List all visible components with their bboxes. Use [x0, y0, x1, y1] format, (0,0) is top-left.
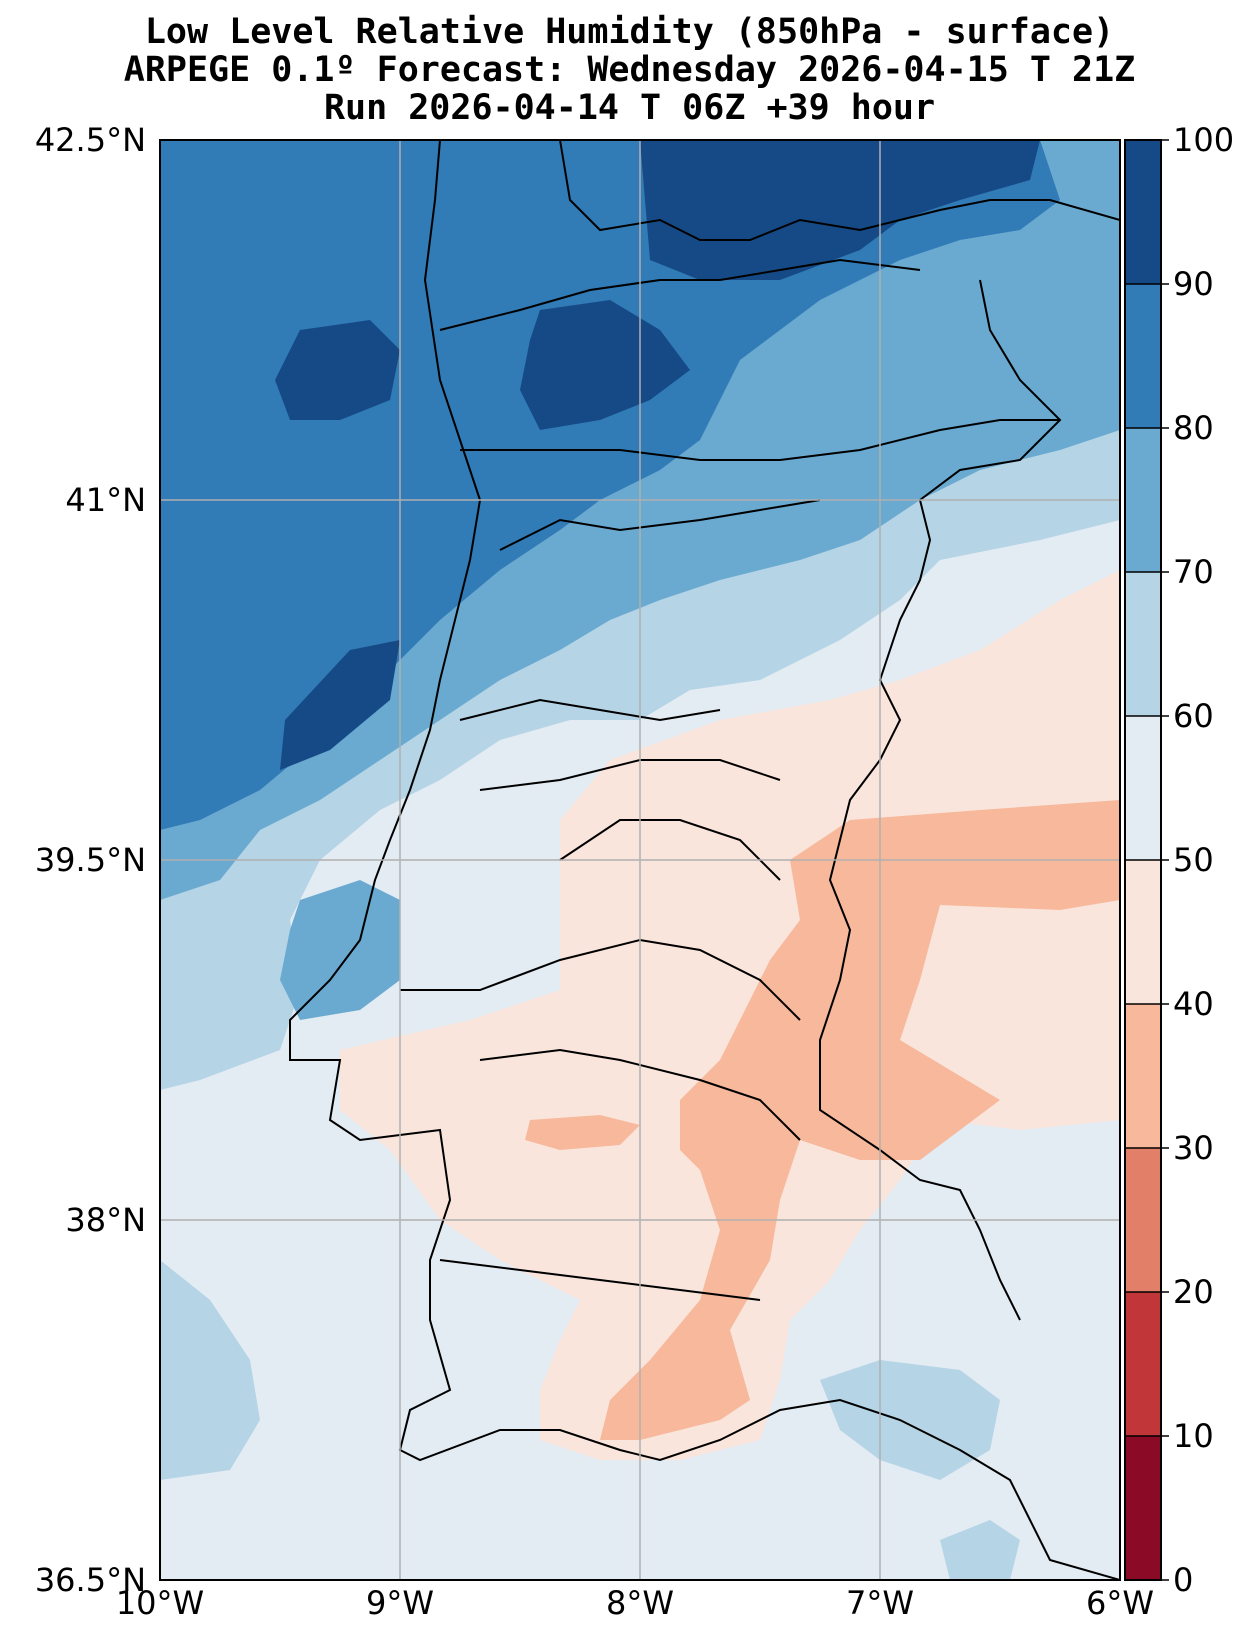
colorbar: 0 10 20 30 40 50 60 70 80 90 100: [1124, 121, 1234, 1599]
region-border-b: [460, 419, 1060, 461]
level-60-70-b: [160, 1260, 260, 1480]
level-90-100-d: [280, 640, 400, 770]
y-tick-label: 41°N: [65, 481, 146, 519]
x-tick-label: 7°W: [846, 1584, 914, 1622]
level-90-100-a: [640, 140, 1040, 280]
level-70-80-b: [280, 880, 400, 1020]
colorbar-segment: [1125, 572, 1161, 716]
region-border-c: [499, 499, 821, 551]
border-north: [559, 140, 1120, 241]
level-30-40-b: [525, 1115, 640, 1150]
x-tick-label: 10°W: [116, 1584, 204, 1622]
colorbar-segment: [1125, 860, 1161, 1004]
y-tick-label: 36.5°N: [35, 1561, 146, 1599]
colorbar-tick-label: 100: [1173, 121, 1234, 159]
level-90-100-b: [520, 300, 690, 430]
title-line-3: Run 2026-04-14 T 06Z +39 hour: [323, 88, 936, 128]
x-tick-label: 6°W: [1086, 1584, 1154, 1622]
gridlines: [160, 140, 1120, 1580]
colorbar-tick-label: 20: [1173, 1273, 1214, 1311]
region-border-a: [439, 258, 921, 331]
colorbar-segment: [1125, 1292, 1161, 1436]
level-30-40-a: [600, 800, 1120, 1440]
region-border-i: [559, 819, 781, 881]
colorbar-segment: [1125, 1436, 1161, 1580]
colorbar-segment: [1125, 716, 1161, 860]
level-60-70-d: [940, 1520, 1020, 1580]
colorbar-tick-label: 0: [1173, 1561, 1193, 1599]
colorbar-segment: [1125, 428, 1161, 572]
colorbar-segment: [1125, 284, 1161, 428]
colorbar-tick-label: 40: [1173, 985, 1214, 1023]
title-line-1: Low Level Relative Humidity (850hPa - su…: [144, 12, 1115, 52]
coastline: [289, 140, 1120, 1580]
colorbar-segment: [1125, 1148, 1161, 1292]
level-60-70-c: [820, 1360, 1000, 1480]
level-40-50: [340, 570, 1120, 1460]
colorbar-tick-label: 50: [1173, 841, 1214, 879]
level-90-100-c: [275, 320, 400, 420]
plot-frame: [159, 139, 1121, 1581]
colorbar-tick-label: 70: [1173, 553, 1214, 591]
title-line-2: ARPEGE 0.1º Forecast: Wednesday 2026-04-…: [123, 50, 1136, 90]
x-tick-label: 9°W: [366, 1584, 434, 1622]
colorbar-tick-label: 30: [1173, 1129, 1214, 1167]
colorbar-segment: [1125, 1004, 1161, 1148]
y-tick-label: 38°N: [65, 1201, 146, 1239]
y-tick-label: 42.5°N: [35, 121, 146, 159]
y-axis-ticks: 42.5°N 41°N 39.5°N 38°N 36.5°N: [35, 121, 146, 1599]
colorbar-segment: [1125, 140, 1161, 284]
colorbar-tick-label: 60: [1173, 697, 1214, 735]
x-tick-label: 8°W: [606, 1584, 674, 1622]
region-border-d: [459, 698, 721, 722]
colorbar-tick-label: 80: [1173, 409, 1214, 447]
x-axis-ticks: 10°W 9°W 8°W 7°W 6°W: [116, 1584, 1154, 1622]
colorbar-tick-label: 10: [1173, 1417, 1214, 1455]
region-border-h: [439, 1259, 761, 1301]
region-border-g: [479, 1048, 801, 1141]
colorbar-tick-label: 90: [1173, 265, 1214, 303]
y-tick-label: 39.5°N: [35, 841, 146, 879]
